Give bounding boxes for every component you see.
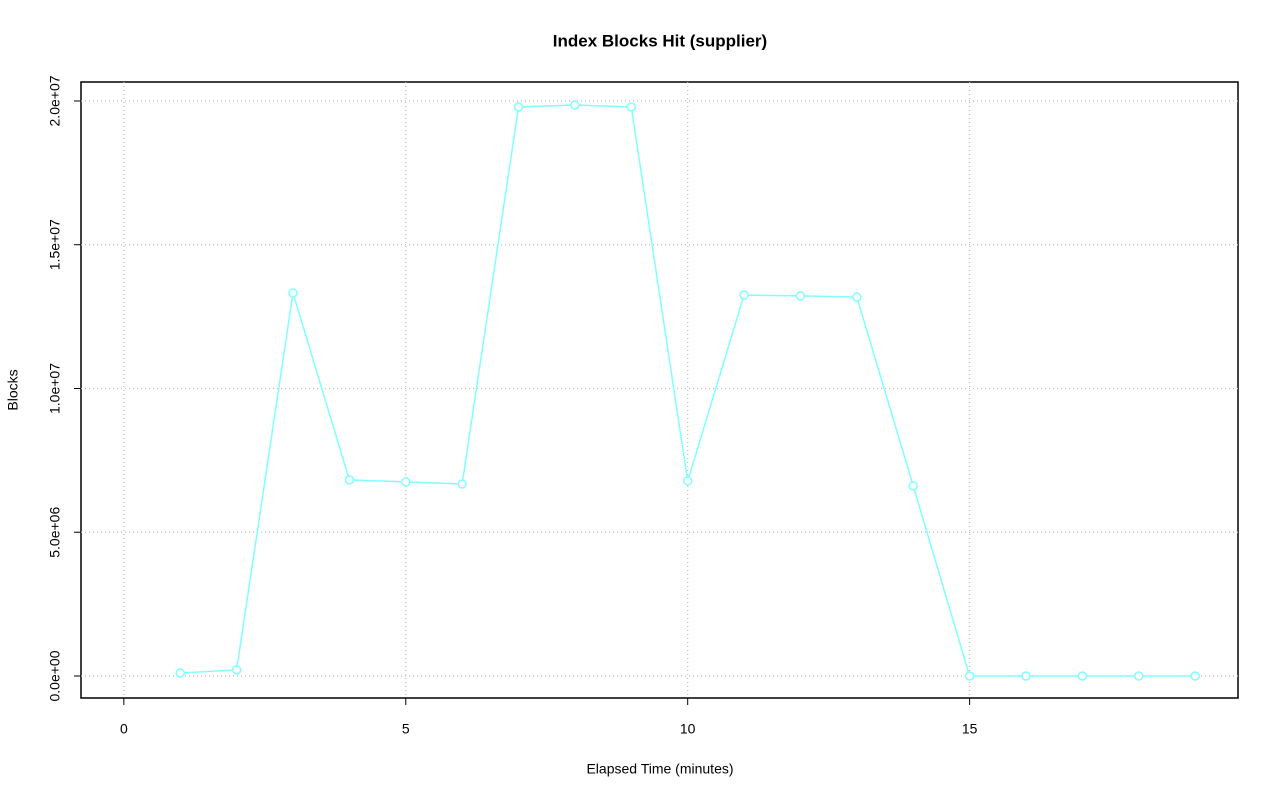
- x-tick-label: 0: [120, 721, 128, 737]
- x-tick-label: 15: [962, 721, 978, 737]
- data-point: [457, 479, 467, 489]
- data-point: [1077, 671, 1088, 681]
- x-tick-label: 5: [402, 721, 410, 737]
- y-tick-label: 5.0e+06: [47, 507, 63, 558]
- chart-title: Index Blocks Hit (supplier): [553, 31, 767, 50]
- data-point: [626, 102, 637, 112]
- y-tick-label: 1.5e+07: [47, 219, 63, 270]
- data-point: [795, 291, 806, 301]
- x-tick-label: 10: [680, 721, 696, 737]
- x-axis-label: Elapsed Time (minutes): [586, 761, 733, 777]
- data-point: [1021, 671, 1031, 681]
- data-point: [908, 481, 918, 491]
- plot-frame: [80, 81, 1239, 699]
- data-point: [570, 100, 580, 110]
- y-tick-label: 1.0e+07: [47, 363, 63, 414]
- data-point: [231, 665, 242, 675]
- y-tick-label: 0.0e+00: [47, 650, 63, 701]
- data-point: [852, 292, 862, 302]
- data-point: [1190, 671, 1200, 681]
- y-tick-label: 2.0e+07: [47, 75, 63, 126]
- y-axis-label: Blocks: [5, 369, 21, 410]
- data-point: [401, 477, 411, 487]
- data-point: [1134, 671, 1144, 681]
- data-point: [682, 476, 693, 486]
- data-point: [739, 290, 749, 300]
- data-point: [513, 102, 524, 112]
- data-point: [964, 671, 975, 681]
- data-point: [344, 475, 355, 485]
- data-point: [288, 288, 298, 298]
- data-point: [175, 668, 185, 678]
